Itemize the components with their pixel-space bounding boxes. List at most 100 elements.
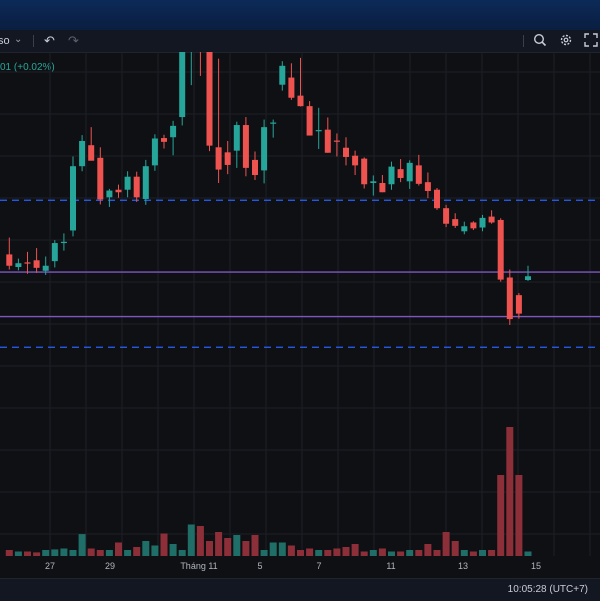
candle-body — [479, 217, 486, 228]
volume-bar — [515, 475, 523, 556]
redo-icon[interactable]: ↷ — [68, 33, 79, 48]
candle-body — [297, 95, 304, 107]
candle-body — [397, 169, 404, 178]
candle-body — [252, 159, 258, 176]
candle-body — [424, 182, 431, 191]
candle-body — [470, 222, 477, 229]
volume-bar — [433, 550, 441, 556]
volume-bar — [160, 533, 168, 556]
chevron-down-icon[interactable]: ⌄ — [14, 34, 23, 45]
candle-body — [24, 262, 31, 264]
volume-bar — [287, 545, 295, 556]
candle-body — [97, 157, 104, 200]
volume-bar — [42, 550, 50, 556]
clock-label: 10:05:28 (UTC+7) — [507, 584, 588, 595]
candle-body — [161, 138, 167, 142]
candle-body — [443, 208, 450, 224]
volume-bar — [469, 551, 477, 556]
volume-bar — [196, 526, 204, 556]
candle-body — [525, 276, 531, 281]
candle-body — [88, 145, 95, 161]
volume-bar — [96, 550, 104, 556]
candle-body — [497, 219, 504, 280]
volume-bar — [14, 551, 22, 556]
volume-bar — [224, 538, 232, 556]
volume-bar — [460, 550, 468, 556]
volume-bar — [187, 524, 195, 556]
candle-body — [415, 165, 422, 184]
candle-body — [179, 52, 186, 118]
volume-bar — [5, 550, 13, 556]
candle-body — [6, 254, 13, 266]
x-tick-label: 15 — [531, 561, 541, 571]
volume-bar — [78, 534, 86, 556]
x-tick-label: 27 — [45, 561, 55, 571]
candle-body — [233, 125, 240, 151]
volume-bar — [351, 544, 359, 556]
candle-body — [133, 176, 140, 198]
x-tick-label: 5 — [257, 561, 262, 571]
candle-body — [33, 260, 40, 268]
volume-bar — [442, 532, 450, 556]
volume-bar — [306, 548, 314, 556]
candle-body — [306, 106, 313, 136]
candle-body — [370, 181, 377, 183]
volume-bar — [378, 548, 386, 556]
candle-body — [315, 130, 322, 132]
candle-body — [352, 155, 359, 166]
candle-body — [379, 183, 386, 193]
volume-bar — [369, 550, 377, 556]
x-tick-label: 13 — [458, 561, 468, 571]
x-tick-label: Tháng 11 — [180, 561, 217, 571]
x-tick-label: 11 — [386, 561, 395, 571]
volume-bar — [206, 541, 213, 556]
candle-body — [406, 162, 413, 182]
candle-body — [15, 263, 22, 267]
volume-bar — [178, 550, 186, 556]
candle-body — [42, 265, 49, 271]
candle-body — [434, 189, 440, 209]
candle-body — [79, 141, 86, 167]
volume-bar — [315, 550, 323, 556]
volume-bar — [151, 545, 159, 556]
price-change-label: 01 (+0.02%) — [0, 62, 55, 73]
symbol-label[interactable]: so — [0, 35, 10, 47]
candlestick-chart[interactable]: 27 29 Tháng 11 5 7 11 13 15 — [0, 52, 600, 578]
undo-icon[interactable]: ↶ — [44, 33, 55, 48]
volume-bar — [269, 542, 277, 556]
candle-body — [70, 166, 76, 231]
gear-icon[interactable] — [559, 33, 573, 50]
volume-bar — [333, 548, 341, 556]
volume-bar — [169, 544, 177, 556]
fullscreen-icon[interactable] — [584, 33, 598, 50]
volume-bar — [124, 550, 132, 556]
candle-body — [51, 243, 58, 262]
volume-bar — [233, 535, 241, 556]
volume-bar — [105, 550, 113, 556]
candle-body — [343, 147, 349, 157]
candle-body — [106, 190, 113, 198]
volume-bar — [33, 552, 41, 556]
volume-bar — [260, 550, 268, 556]
zoom-icon[interactable] — [533, 33, 547, 50]
volume-bar — [251, 535, 259, 556]
candle-body — [324, 129, 331, 153]
candle-body — [224, 152, 231, 165]
volume-bar — [406, 550, 414, 556]
candle-body — [124, 176, 131, 190]
candle-body — [333, 140, 340, 142]
volume-bar — [524, 551, 532, 556]
volume-bar — [424, 544, 432, 556]
candle-body — [270, 122, 277, 124]
candle-body — [142, 166, 149, 199]
candle-body — [388, 166, 395, 185]
volume-bar — [324, 550, 332, 556]
candle-body — [488, 216, 495, 223]
candle-body — [215, 147, 222, 170]
candle-body — [170, 125, 177, 138]
volume-bar — [87, 548, 95, 556]
candle-body — [261, 127, 268, 171]
volume-bar — [388, 551, 395, 556]
volume-bar — [69, 550, 77, 556]
volume-bar — [215, 532, 223, 556]
